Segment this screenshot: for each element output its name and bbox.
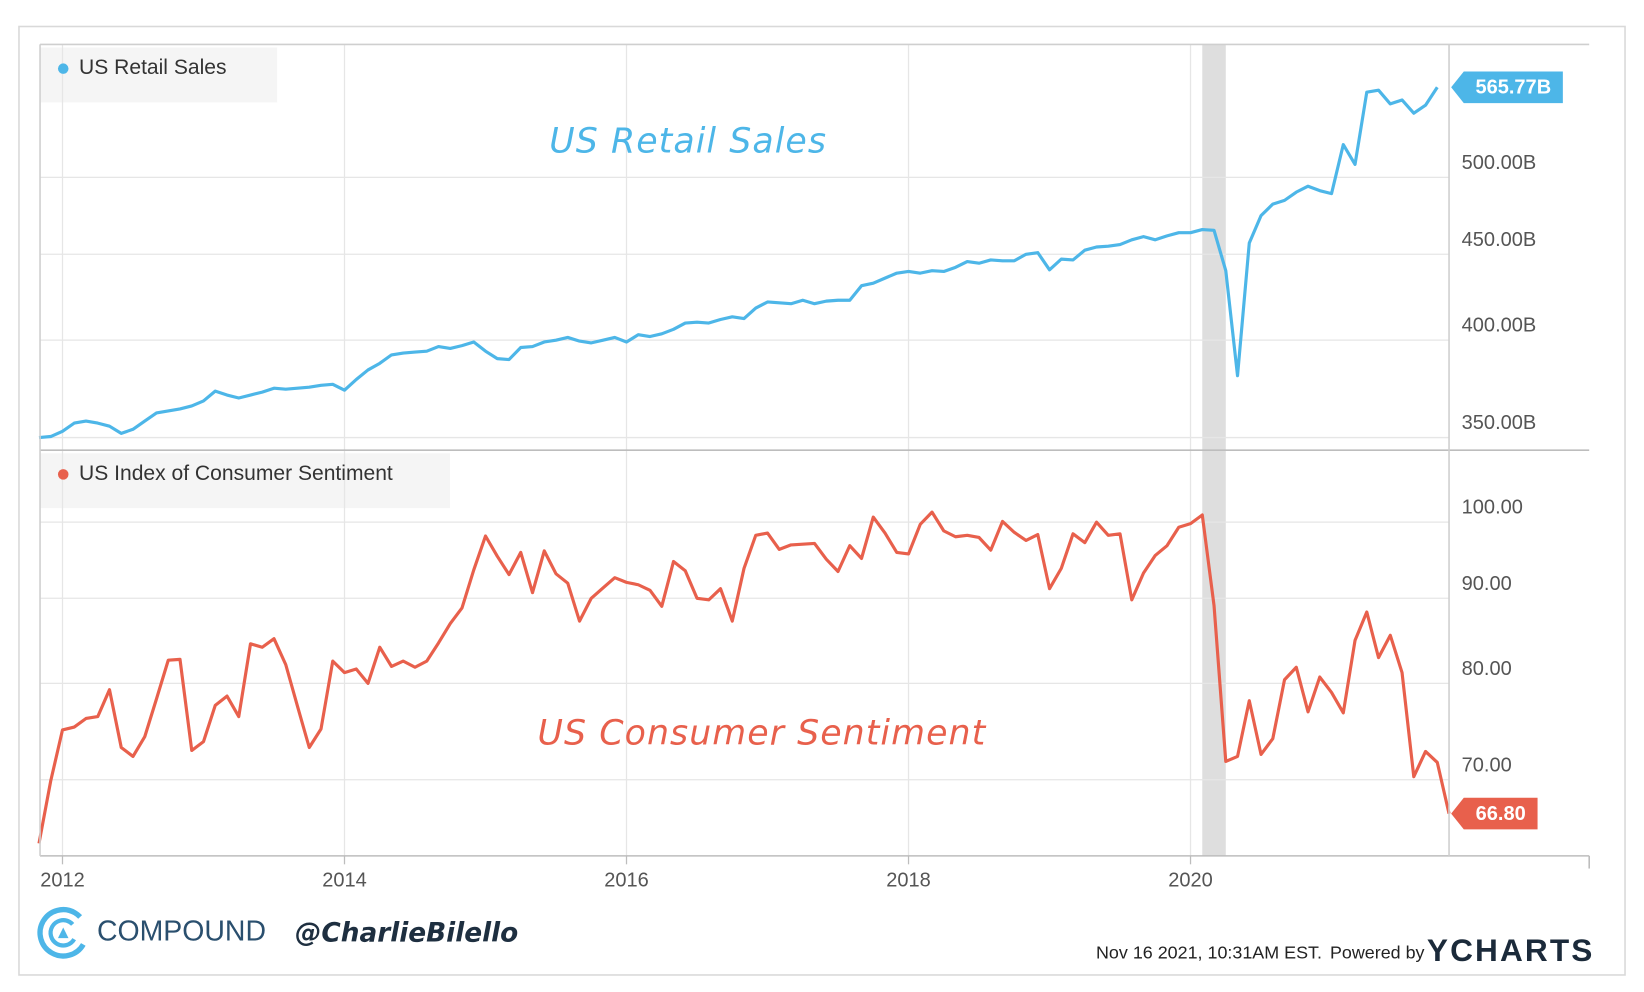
- legend-marker: [57, 469, 69, 480]
- series-line: [37, 510, 1451, 844]
- last-value-label: 565.77B: [1475, 77, 1551, 99]
- x-tick-label: 2020: [1168, 869, 1213, 891]
- x-tick-label: 2012: [40, 869, 85, 891]
- y-tick-label: 100.00: [1462, 497, 1523, 519]
- y-tick-label: 80.00: [1462, 658, 1512, 680]
- shaded-range: [1202, 450, 1226, 856]
- annotation: US Retail Sales: [549, 121, 827, 161]
- marks-layer: [37, 71, 1563, 844]
- legend-marker: [57, 63, 69, 74]
- ycharts-logo: YCHARTS: [1427, 932, 1595, 968]
- legend-text: US Retail Sales: [79, 56, 227, 79]
- legend-box: [40, 47, 278, 103]
- legend-box: [40, 453, 450, 509]
- annotation: US Consumer Sentiment: [538, 714, 987, 754]
- legend-text: US Index of Consumer Sentiment: [79, 462, 393, 485]
- compound-logo: [37, 907, 90, 959]
- shaded-range: [1202, 44, 1226, 451]
- y-tick-label: 70.00: [1462, 754, 1512, 776]
- y-tick-label: 400.00B: [1462, 315, 1537, 337]
- last-value-flag: [1451, 71, 1563, 104]
- handle: @CharlieBilello: [295, 918, 518, 948]
- x-tick-label: 2014: [322, 869, 367, 891]
- powered-by: Powered by: [1330, 943, 1425, 963]
- x-tick-label: 2018: [886, 869, 931, 891]
- y-tick-label: 450.00B: [1462, 229, 1537, 251]
- last-value-label: 66.80: [1476, 803, 1526, 825]
- background-layer: [40, 44, 1226, 856]
- timestamp: Nov 16 2021, 10:31AM EST.: [1096, 943, 1322, 963]
- series-line: [38, 86, 1439, 440]
- y-tick-label: 90.00: [1462, 573, 1512, 595]
- text-layer: 350.00B 400.00B 450.00B 500.00B US Retail Sa…: [40, 56, 1551, 891]
- y-tick-label: 500.00B: [1462, 152, 1537, 174]
- y-tick-label: 350.00B: [1462, 412, 1537, 434]
- x-tick-label: 2016: [604, 869, 649, 891]
- last-value-flag: [1451, 797, 1538, 830]
- brand: COMPOUND: [97, 915, 266, 947]
